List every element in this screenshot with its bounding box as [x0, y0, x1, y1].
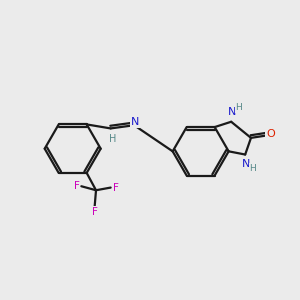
- Text: N: N: [228, 107, 237, 117]
- Text: H: H: [235, 103, 242, 112]
- Text: H: H: [249, 164, 256, 173]
- Text: H: H: [109, 134, 116, 144]
- Text: O: O: [266, 129, 275, 140]
- Text: F: F: [74, 181, 80, 191]
- Text: F: F: [112, 183, 118, 193]
- Text: N: N: [242, 159, 251, 169]
- Text: N: N: [130, 117, 139, 127]
- Text: F: F: [92, 207, 98, 217]
